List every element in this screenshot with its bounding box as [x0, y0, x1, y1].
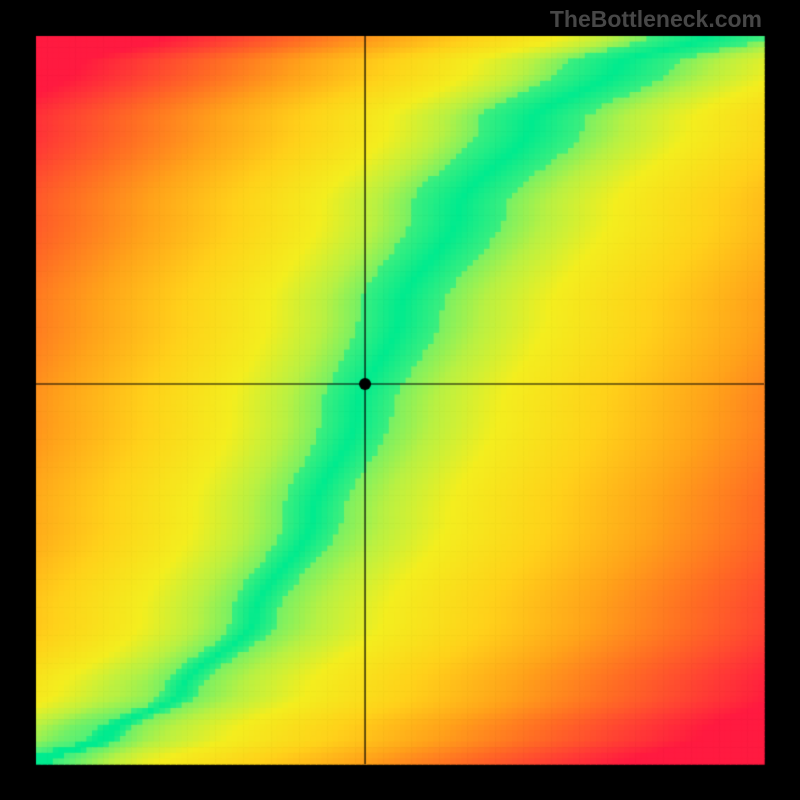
watermark-text: TheBottleneck.com	[550, 6, 762, 33]
heatmap-canvas	[0, 0, 800, 800]
chart-container: TheBottleneck.com	[0, 0, 800, 800]
